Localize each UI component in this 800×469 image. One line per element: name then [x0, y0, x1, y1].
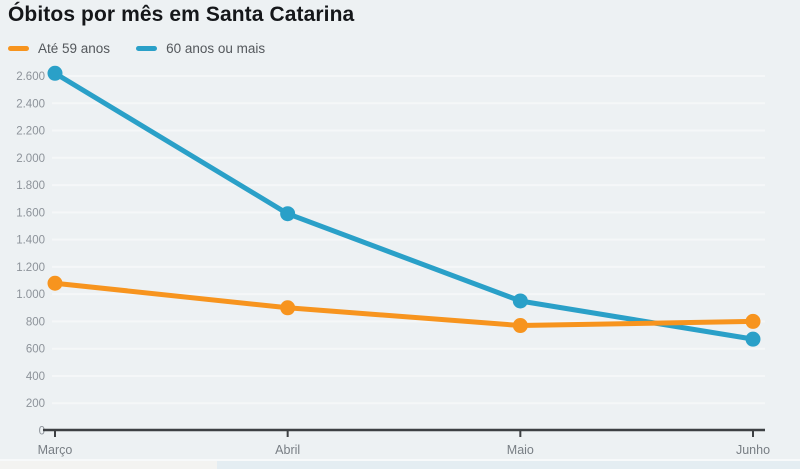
svg-text:1.600: 1.600	[16, 207, 45, 219]
data-point[interactable]	[280, 206, 296, 222]
bottom-divider	[0, 459, 800, 461]
svg-text:1.200: 1.200	[16, 262, 45, 274]
x-axis	[43, 428, 765, 437]
svg-text:Maio: Maio	[507, 443, 534, 457]
legend-swatch-orange-icon	[8, 46, 29, 51]
svg-text:1.800: 1.800	[16, 180, 45, 192]
data-point[interactable]	[47, 65, 63, 81]
legend-item-60-anos-ou-mais[interactable]: 60 anos ou mais	[136, 41, 265, 56]
svg-text:Junho: Junho	[736, 443, 770, 457]
svg-text:2.000: 2.000	[16, 153, 45, 165]
data-point[interactable]	[512, 318, 528, 334]
data-point[interactable]	[280, 300, 296, 316]
svg-text:1.000: 1.000	[16, 289, 45, 301]
svg-text:1.400: 1.400	[16, 235, 45, 247]
gridlines	[52, 75, 765, 405]
legend-item-ate-59-anos[interactable]: Até 59 anos	[8, 41, 110, 56]
svg-text:Março: Março	[38, 443, 73, 457]
svg-text:800: 800	[26, 316, 45, 328]
legend-label-ate-59-anos: Até 59 anos	[38, 41, 111, 56]
data-point[interactable]	[512, 293, 528, 309]
legend: Até 59 anos 60 anos ou mais	[8, 41, 265, 56]
svg-text:2.400: 2.400	[16, 98, 45, 110]
svg-text:2.200: 2.200	[16, 126, 45, 138]
bottom-strip-right	[217, 461, 800, 469]
x-axis-labels: Março Abril Maio Junho	[38, 443, 770, 457]
svg-text:400: 400	[26, 371, 45, 383]
data-point[interactable]	[47, 275, 63, 291]
legend-label-60-anos-ou-mais: 60 anos ou mais	[166, 41, 266, 56]
data-point[interactable]	[745, 331, 761, 347]
svg-text:200: 200	[26, 398, 45, 410]
legend-swatch-blue-icon	[136, 46, 158, 51]
data-point[interactable]	[745, 313, 761, 329]
bottom-strip-left	[0, 461, 217, 469]
svg-text:Abril: Abril	[275, 443, 300, 457]
series-1-line	[47, 65, 761, 347]
chart-title: Óbitos por mês em Santa Catarina	[8, 3, 355, 26]
svg-text:600: 600	[26, 344, 45, 356]
svg-text:0: 0	[39, 426, 45, 438]
svg-text:2.600: 2.600	[16, 71, 45, 83]
y-axis-labels: 0 200 400 600 800 1.000 1.200 1.400 1.600 1.800 2.…	[16, 71, 45, 438]
series-0-line	[47, 275, 761, 334]
